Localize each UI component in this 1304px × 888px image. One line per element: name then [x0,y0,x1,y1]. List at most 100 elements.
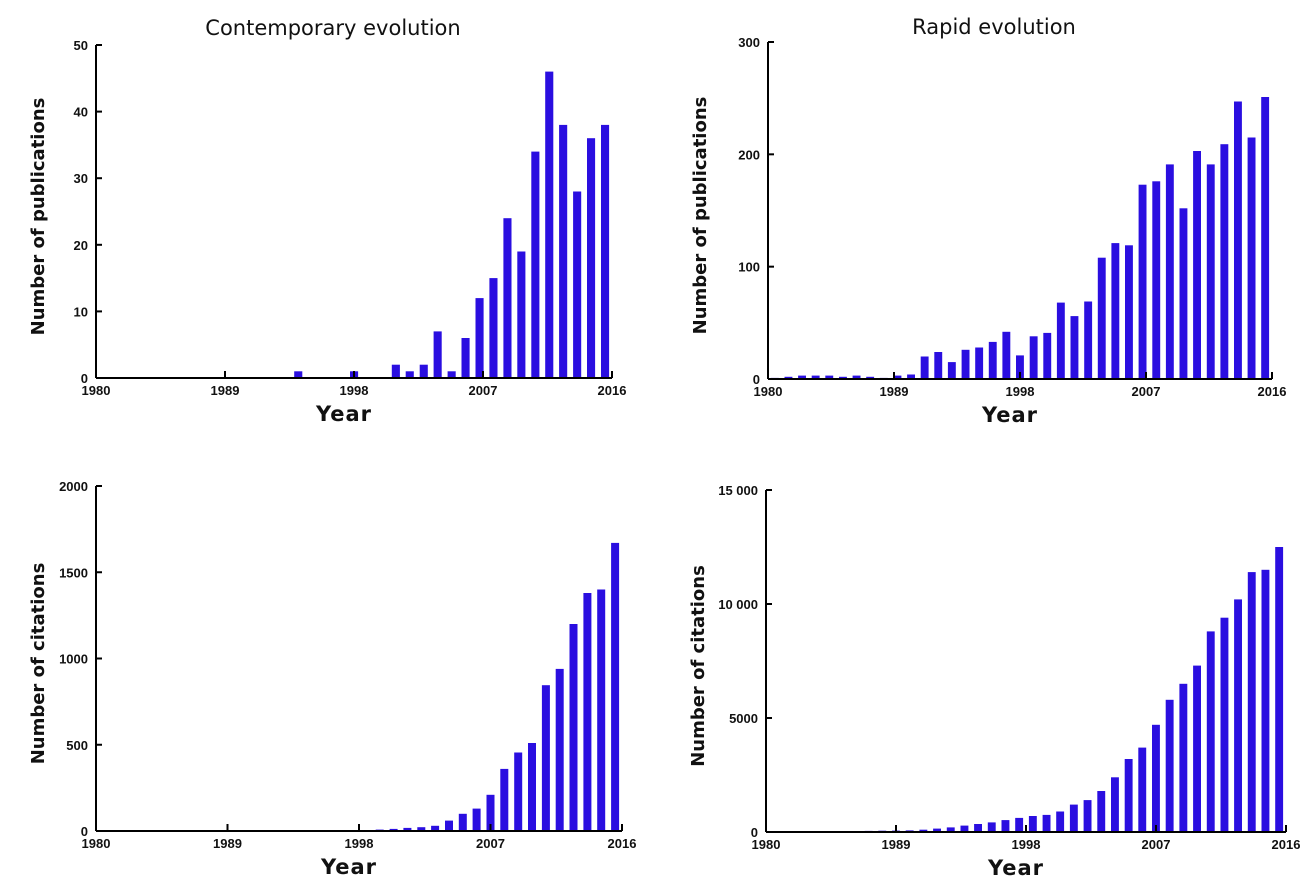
bar [1056,302,1065,379]
bar [1125,245,1133,379]
x-tick-label: 1998 [345,836,374,851]
bar [514,752,523,831]
y-axis-label: Number of publications [690,97,711,335]
chart-svg: Rapid evolution 0 100 200 300 1980 1989 1998 200… [690,15,1287,427]
bar [1261,569,1270,832]
bar [988,341,997,379]
bar [1234,101,1242,379]
bar [555,668,564,831]
bar [1056,811,1065,832]
y-axis-label: Number of citations [28,563,49,765]
y-axis-label: Number of citations [688,565,709,767]
bar [528,743,536,831]
bar [798,375,806,379]
bar [417,827,426,831]
bar [987,822,996,832]
bar [431,825,440,831]
bar [391,364,400,378]
bar [1124,759,1133,832]
bar [531,151,540,378]
bar [1152,724,1160,832]
bar [601,124,610,379]
x-axis-label: Year [320,855,377,879]
bar [559,124,568,379]
bar [975,347,984,379]
y-tick-label: 200 [738,147,760,162]
bar [839,376,847,379]
bar [1097,257,1106,379]
bar [472,808,481,831]
y-tick-label: 500 [66,738,88,753]
x-tick-label: 1998 [340,383,369,398]
bar [934,352,943,379]
bar [1028,816,1037,832]
bar [1179,208,1188,379]
x-tick-label: 2007 [476,836,505,851]
bar [583,593,592,831]
bar [974,824,982,832]
y-tick-label: 20 [74,238,88,253]
bar [447,371,456,378]
bar [907,374,915,379]
x-axis-label: Year [987,856,1044,880]
bar [294,371,303,378]
bar [475,298,484,378]
bar [1083,800,1092,832]
x-tick-label: 2016 [598,383,627,398]
bar [1220,144,1229,379]
bar [1043,332,1052,379]
x-tick-label: 2007 [1142,837,1171,852]
bar [433,331,442,378]
bar [1206,631,1215,832]
bar [445,820,453,831]
bar [961,349,970,379]
bar [1165,699,1174,832]
y-tick-label: 300 [738,35,760,50]
x-tick-label: 1989 [882,837,911,852]
y-tick-label: 10 000 [718,597,758,612]
y-tick-label: 40 [74,105,88,120]
chart-svg: Contemporary evolution 0 10 20 30 40 50 1980 198… [28,16,627,426]
bar [1261,97,1270,379]
bar [405,371,414,378]
bar [500,768,509,831]
bar [517,251,526,378]
bar [920,356,929,379]
chart-rapid-publications: Rapid evolution 0 100 200 300 1980 1989 1998 200… [652,0,1304,444]
bar [1001,820,1010,832]
x-tick-label: 1998 [1006,384,1035,399]
x-tick-label: 2016 [1258,384,1287,399]
bar [784,376,793,379]
y-tick-label: 5000 [729,711,758,726]
y-tick-label: 10 [74,304,88,319]
bar [1111,777,1119,832]
bar [419,364,428,378]
bar [946,827,955,832]
bar [1111,243,1120,379]
bar [503,218,512,378]
chart-svg: 0 5000 10 000 15 000 1980 1989 1998 2007 2016 Yea… [688,483,1300,880]
bar [541,685,550,831]
bar [1179,683,1188,832]
bar [1042,814,1051,832]
bar [486,794,495,831]
bar [825,375,834,379]
bar [1220,617,1229,832]
x-tick-label: 1980 [754,384,783,399]
y-tick-label: 0 [81,824,88,839]
bar [893,375,902,379]
bar [1206,164,1215,379]
bar [1247,137,1256,379]
x-tick-label: 1989 [213,836,242,851]
bar [866,376,875,379]
bar [1165,164,1174,379]
bar [1002,331,1011,379]
y-tick-label: 1500 [59,565,88,580]
x-tick-label: 1989 [880,384,909,399]
bar [1138,747,1147,832]
bar [1069,804,1078,832]
bar [1097,791,1106,832]
x-tick-label: 1980 [82,836,111,851]
bar [597,589,606,831]
x-tick-label: 1980 [752,837,781,852]
